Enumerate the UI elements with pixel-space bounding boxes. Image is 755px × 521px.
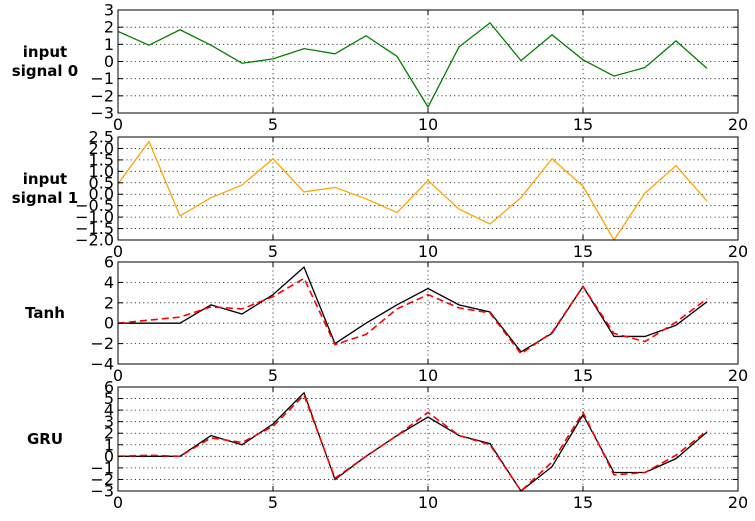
- y-tick-label: 2.5: [89, 128, 114, 147]
- y-tick-label: −4: [90, 355, 114, 374]
- y-tick-label: 0: [104, 314, 114, 333]
- x-tick-label: 5: [268, 115, 278, 134]
- series-line-0: [117, 21, 708, 109]
- x-tick-label: 15: [573, 493, 593, 512]
- y-tick-label: 3: [104, 1, 114, 20]
- y-tick-label: 1: [104, 435, 114, 454]
- x-tick-label: 15: [573, 242, 593, 261]
- panel-1: 0 5 10 15 20 −2.0−1.5−1.0−0.50.00.51.01.52.02…: [12, 128, 748, 262]
- y-tick-label: 0: [104, 52, 114, 71]
- x-tick-label: 0: [113, 242, 123, 261]
- series-line-0: [118, 266, 708, 353]
- y-tick-label: −1.5: [75, 219, 114, 238]
- row-label: Tanh: [25, 304, 65, 322]
- y-tick-label: −2: [90, 470, 114, 489]
- x-tick-label: 20: [728, 115, 748, 134]
- y-tick-label: 4: [104, 273, 114, 292]
- y-tick-label: 6: [104, 378, 114, 397]
- y-tick-label: 2: [104, 18, 114, 37]
- series-line-0: [118, 391, 708, 492]
- row-label: input: [23, 43, 67, 61]
- y-tick-label: 1: [104, 35, 114, 54]
- x-tick-label: 5: [268, 242, 278, 261]
- y-tick-label: 0.5: [89, 173, 114, 192]
- row-label: signal 0: [12, 62, 78, 80]
- x-tick-label: 20: [728, 242, 748, 261]
- series-line-1: [117, 277, 708, 355]
- x-tick-label: 10: [418, 115, 438, 134]
- y-tick-label: 1.0: [89, 162, 114, 181]
- row-label: signal 1: [12, 189, 78, 207]
- y-tick-label: −3: [90, 482, 114, 501]
- x-tick-label: 20: [728, 366, 748, 385]
- x-tick-label: 15: [573, 115, 593, 134]
- y-tick-label: −0.5: [75, 196, 114, 215]
- y-tick-label: −1.0: [75, 208, 114, 227]
- y-tick-label: −1: [90, 458, 114, 477]
- y-tick-label: 0: [104, 447, 114, 466]
- x-tick-label: 0: [113, 115, 123, 134]
- y-tick-label: 4: [104, 401, 114, 420]
- x-tick-label: 0: [113, 493, 123, 512]
- y-tick-label: −2: [90, 86, 114, 105]
- y-tick-label: 3: [104, 412, 114, 431]
- y-tick-label: −1: [90, 69, 114, 88]
- x-tick-label: 15: [573, 366, 593, 385]
- x-tick-label: 10: [418, 366, 438, 385]
- x-tick-label: 0: [113, 366, 123, 385]
- row-label: input: [23, 170, 67, 188]
- y-tick-label: 2.0: [89, 139, 114, 158]
- y-tick-label: −3: [90, 104, 114, 123]
- y-tick-label: 6: [104, 253, 114, 272]
- y-tick-label: −2.0: [75, 231, 114, 250]
- y-tick-label: 0.0: [89, 185, 114, 204]
- series-line-0: [117, 140, 708, 242]
- y-tick-label: 1.5: [89, 150, 114, 169]
- y-tick-label: 5: [104, 389, 114, 408]
- y-tick-label: −2: [90, 334, 114, 353]
- y-tick-label: 2: [104, 424, 114, 443]
- x-tick-label: 5: [268, 493, 278, 512]
- x-tick-label: 10: [418, 493, 438, 512]
- series-line-1: [117, 393, 708, 493]
- x-tick-label: 5: [268, 366, 278, 385]
- y-tick-label: 2: [104, 293, 114, 312]
- x-tick-label: 10: [418, 242, 438, 261]
- row-label: GRU: [27, 430, 63, 448]
- x-tick-label: 20: [728, 493, 748, 512]
